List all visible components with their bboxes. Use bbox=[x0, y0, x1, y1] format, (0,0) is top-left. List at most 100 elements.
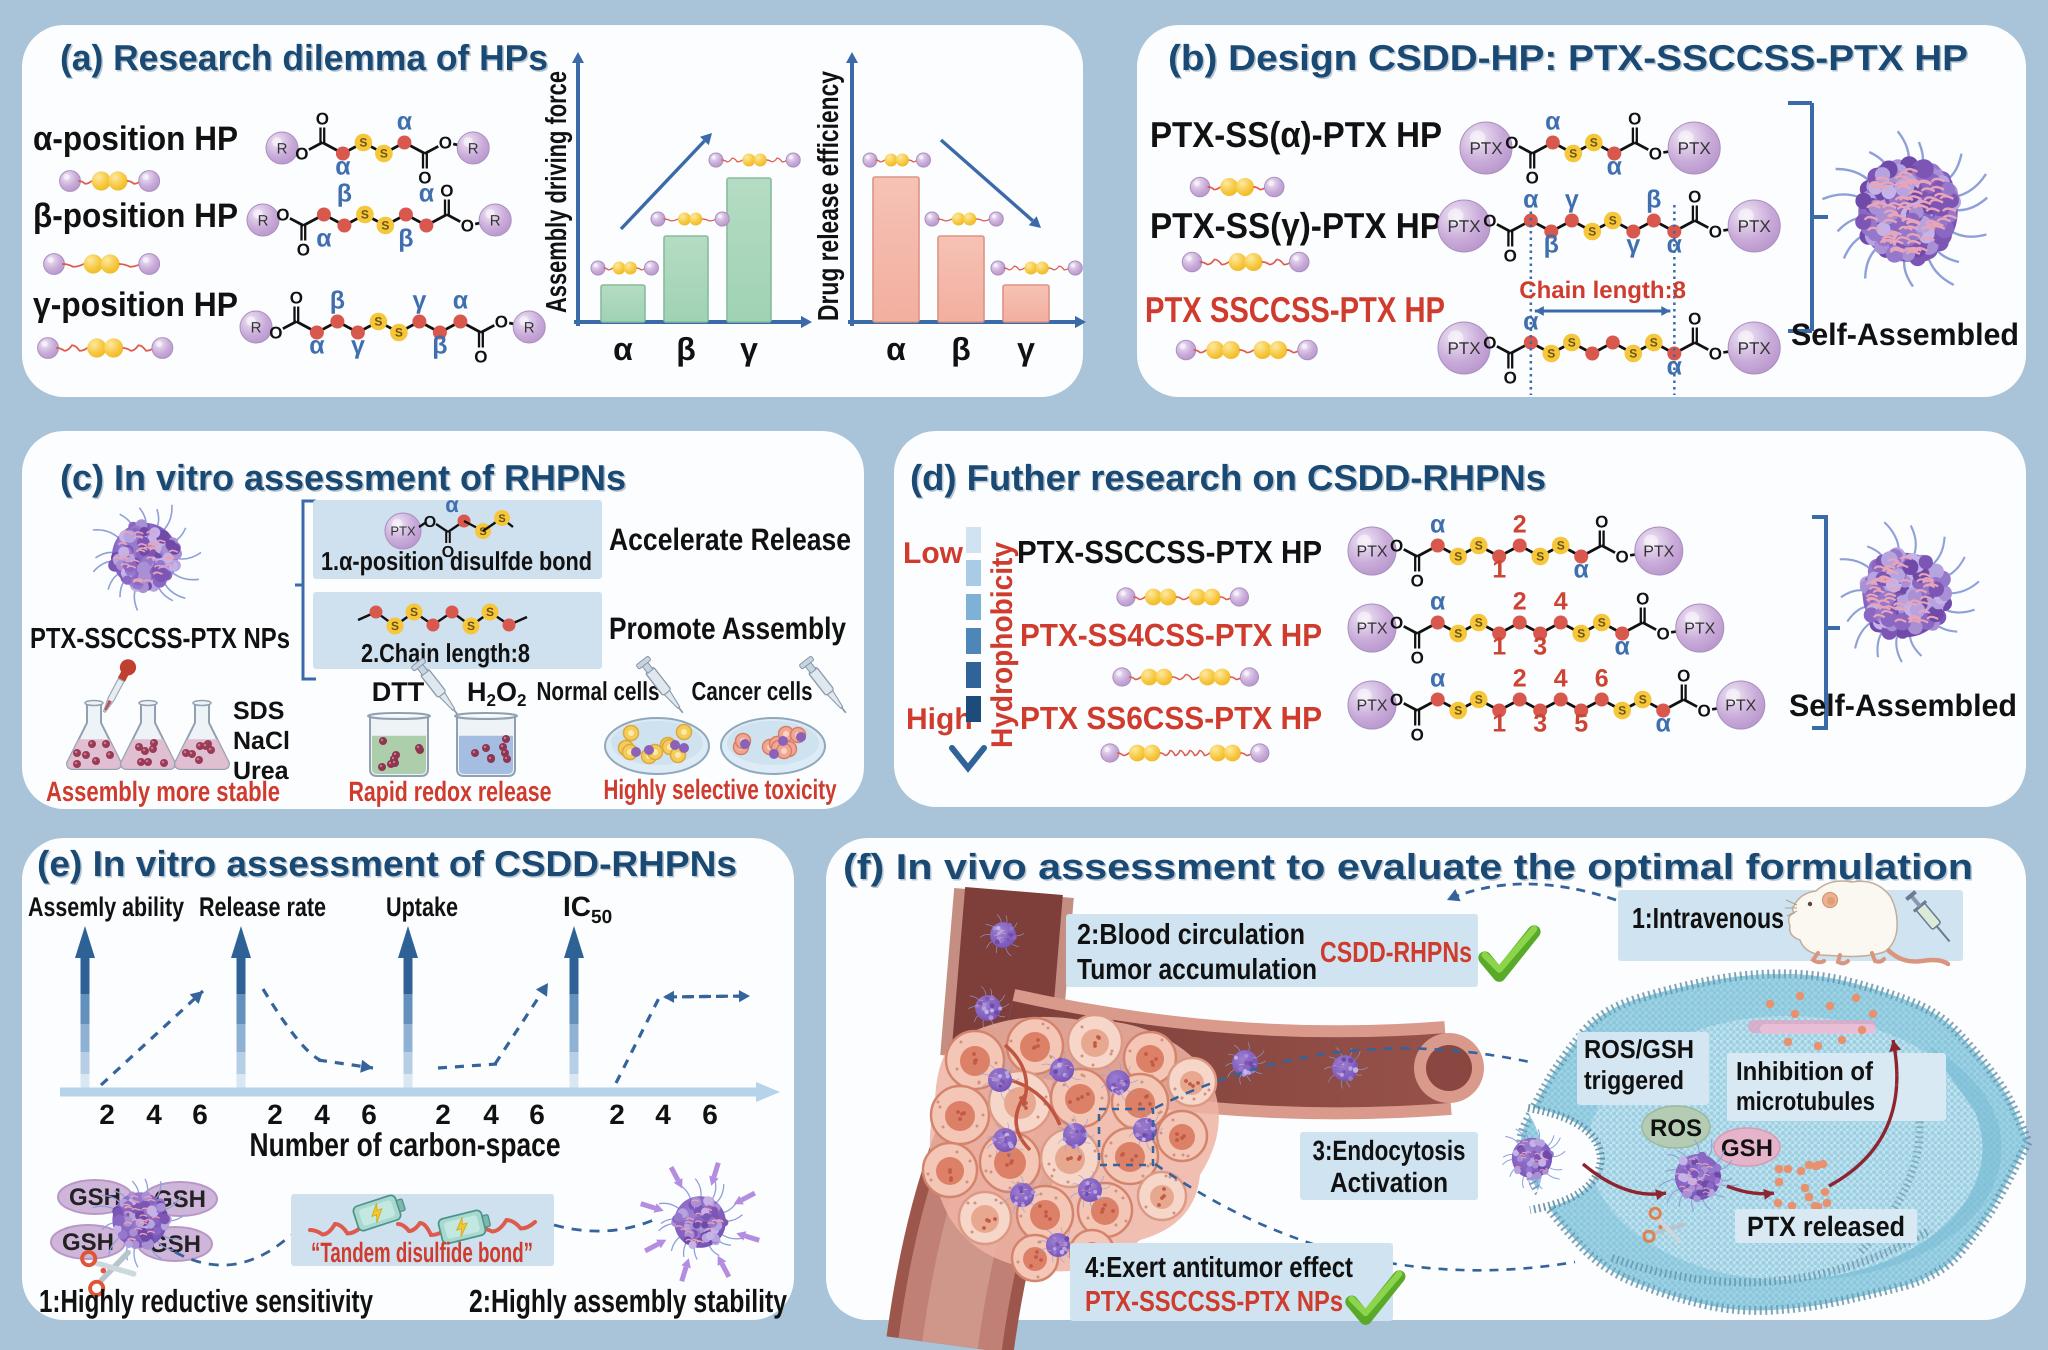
svg-text:β: β bbox=[951, 331, 971, 367]
svg-text:O: O bbox=[1616, 547, 1629, 566]
svg-text:(c) In vitro assessment of RHP: (c) In vitro assessment of RHPNs bbox=[62, 459, 628, 500]
svg-text:O: O bbox=[495, 312, 508, 331]
svg-text:γ: γ bbox=[351, 332, 365, 360]
svg-text:Uptake: Uptake bbox=[386, 892, 458, 922]
svg-text:α: α bbox=[1523, 186, 1539, 214]
svg-text:O: O bbox=[1390, 536, 1403, 555]
svg-text:S: S bbox=[374, 315, 382, 329]
svg-text:Chain length:8: Chain length:8 bbox=[1519, 277, 1686, 304]
svg-text:α: α bbox=[1607, 153, 1623, 181]
svg-text:triggered: triggered bbox=[1584, 1065, 1684, 1095]
svg-text:Activation: Activation bbox=[1330, 1167, 1448, 1198]
svg-text:S: S bbox=[498, 513, 505, 525]
svg-text:2: 2 bbox=[99, 1099, 115, 1130]
svg-text:Drug release efficiency: Drug release efficiency bbox=[813, 71, 845, 321]
svg-text:Inhibition of: Inhibition of bbox=[1736, 1056, 1873, 1086]
svg-text:O: O bbox=[1709, 222, 1722, 241]
svg-text:O: O bbox=[269, 323, 282, 342]
svg-text:O: O bbox=[439, 133, 452, 152]
svg-text:O: O bbox=[316, 110, 329, 129]
svg-text:α: α bbox=[1656, 710, 1672, 738]
svg-text:Hydrophobicity: Hydrophobicity bbox=[986, 542, 1019, 748]
svg-text:O: O bbox=[474, 347, 487, 366]
svg-text:β: β bbox=[1646, 186, 1661, 214]
svg-text:S: S bbox=[1569, 147, 1577, 161]
svg-text:O: O bbox=[1411, 572, 1424, 591]
svg-text:O: O bbox=[1483, 333, 1496, 352]
svg-text:R: R bbox=[277, 140, 288, 157]
svg-text:(d) Futher research on CSDD-RH: (d) Futher research on CSDD-RHPNs bbox=[910, 457, 1546, 498]
svg-text:γ: γ bbox=[1565, 186, 1579, 214]
svg-text:3: 3 bbox=[1533, 710, 1547, 738]
svg-text:PTX: PTX bbox=[1725, 698, 1756, 715]
svg-text:S: S bbox=[467, 619, 475, 633]
svg-text:α: α bbox=[1615, 633, 1631, 661]
svg-text:β: β bbox=[432, 332, 447, 360]
svg-text:microtubules: microtubules bbox=[1736, 1086, 1875, 1116]
svg-text:Release rate: Release rate bbox=[199, 892, 326, 922]
svg-text:O: O bbox=[1390, 690, 1403, 709]
svg-text:α: α bbox=[316, 225, 332, 253]
svg-text:S: S bbox=[391, 619, 399, 633]
svg-text:4: 4 bbox=[314, 1099, 330, 1130]
svg-text:R: R bbox=[468, 140, 479, 157]
svg-text:2: 2 bbox=[609, 1099, 625, 1130]
svg-text:S: S bbox=[1639, 693, 1647, 707]
svg-text:S: S bbox=[1568, 336, 1576, 350]
svg-text:O: O bbox=[1505, 133, 1518, 152]
svg-text:O: O bbox=[424, 514, 436, 531]
svg-text:α: α bbox=[335, 153, 351, 181]
svg-text:O: O bbox=[297, 240, 310, 259]
svg-text:PTX SS6CSS-PTX HP: PTX SS6CSS-PTX HP bbox=[1020, 700, 1322, 736]
svg-text:1: 1 bbox=[1492, 710, 1506, 738]
svg-text:ROS: ROS bbox=[1650, 1115, 1702, 1142]
svg-text:(a) Research dilemma of HPs: (a) Research dilemma of HPs bbox=[60, 37, 548, 78]
svg-text:H2O2: H2O2 bbox=[467, 677, 526, 710]
svg-text:S: S bbox=[1454, 704, 1462, 718]
svg-text:6: 6 bbox=[361, 1099, 377, 1130]
svg-text:6: 6 bbox=[192, 1099, 208, 1130]
svg-text:2.Chain length:8: 2.Chain length:8 bbox=[361, 638, 530, 668]
svg-text:α: α bbox=[419, 180, 435, 208]
svg-text:Self-Assembled: Self-Assembled bbox=[1789, 688, 2017, 723]
svg-text:α: α bbox=[453, 287, 469, 315]
svg-text:O: O bbox=[1411, 726, 1424, 745]
svg-text:6: 6 bbox=[702, 1099, 718, 1130]
svg-text:PTX: PTX bbox=[390, 524, 416, 539]
svg-text:O: O bbox=[1657, 624, 1670, 643]
svg-text:S: S bbox=[1609, 214, 1617, 228]
svg-text:O: O bbox=[442, 544, 454, 561]
svg-text:γ: γ bbox=[412, 287, 426, 315]
svg-text:PTX SSCCSS-PTX HP: PTX SSCCSS-PTX HP bbox=[1145, 289, 1445, 330]
svg-text:1:Highly reductive sensitivity: 1:Highly reductive sensitivity bbox=[39, 1283, 373, 1319]
svg-text:α: α bbox=[1667, 353, 1683, 381]
svg-text:DTT: DTT bbox=[372, 677, 425, 707]
svg-text:(a) Research dilemma of HPs: (a) Research dilemma of HPs bbox=[62, 39, 550, 80]
svg-text:GSH: GSH bbox=[1721, 1135, 1773, 1162]
svg-text:β: β bbox=[330, 287, 345, 315]
svg-text:R: R bbox=[251, 319, 262, 336]
svg-text:PTX: PTX bbox=[1684, 621, 1715, 638]
svg-text:S: S bbox=[1475, 539, 1483, 553]
svg-text:PTX: PTX bbox=[1643, 544, 1674, 561]
svg-text:β: β bbox=[398, 225, 413, 253]
svg-text:O: O bbox=[1526, 168, 1539, 187]
svg-text:PTX: PTX bbox=[1469, 139, 1502, 158]
svg-text:γ: γ bbox=[1017, 331, 1035, 367]
svg-text:O: O bbox=[1649, 144, 1662, 163]
svg-text:S: S bbox=[1454, 550, 1462, 564]
svg-text:1:Intravenous: 1:Intravenous bbox=[1632, 903, 1784, 935]
svg-text:O: O bbox=[1636, 590, 1649, 609]
svg-text:α: α bbox=[397, 108, 413, 136]
svg-text:CSDD-RHPNs: CSDD-RHPNs bbox=[1320, 937, 1472, 969]
svg-text:α: α bbox=[1430, 588, 1446, 616]
svg-text:1: 1 bbox=[1492, 633, 1506, 661]
svg-text:(b) Design CSDD-HP: PTX-SSCCSS: (b) Design CSDD-HP: PTX-SSCCSS-PTX HP bbox=[1168, 37, 1968, 78]
svg-text:γ: γ bbox=[740, 331, 758, 367]
svg-text:S: S bbox=[486, 605, 494, 619]
svg-text:R: R bbox=[490, 212, 501, 229]
svg-text:Number of carbon-space: Number of carbon-space bbox=[250, 1126, 561, 1163]
svg-text:1.α-position disulfde bond: 1.α-position disulfde bond bbox=[321, 546, 592, 576]
svg-text:(f) In vivo assessment to eval: (f) In vivo assessment to evaluate the o… bbox=[845, 848, 1975, 889]
svg-text:O: O bbox=[1688, 309, 1701, 328]
